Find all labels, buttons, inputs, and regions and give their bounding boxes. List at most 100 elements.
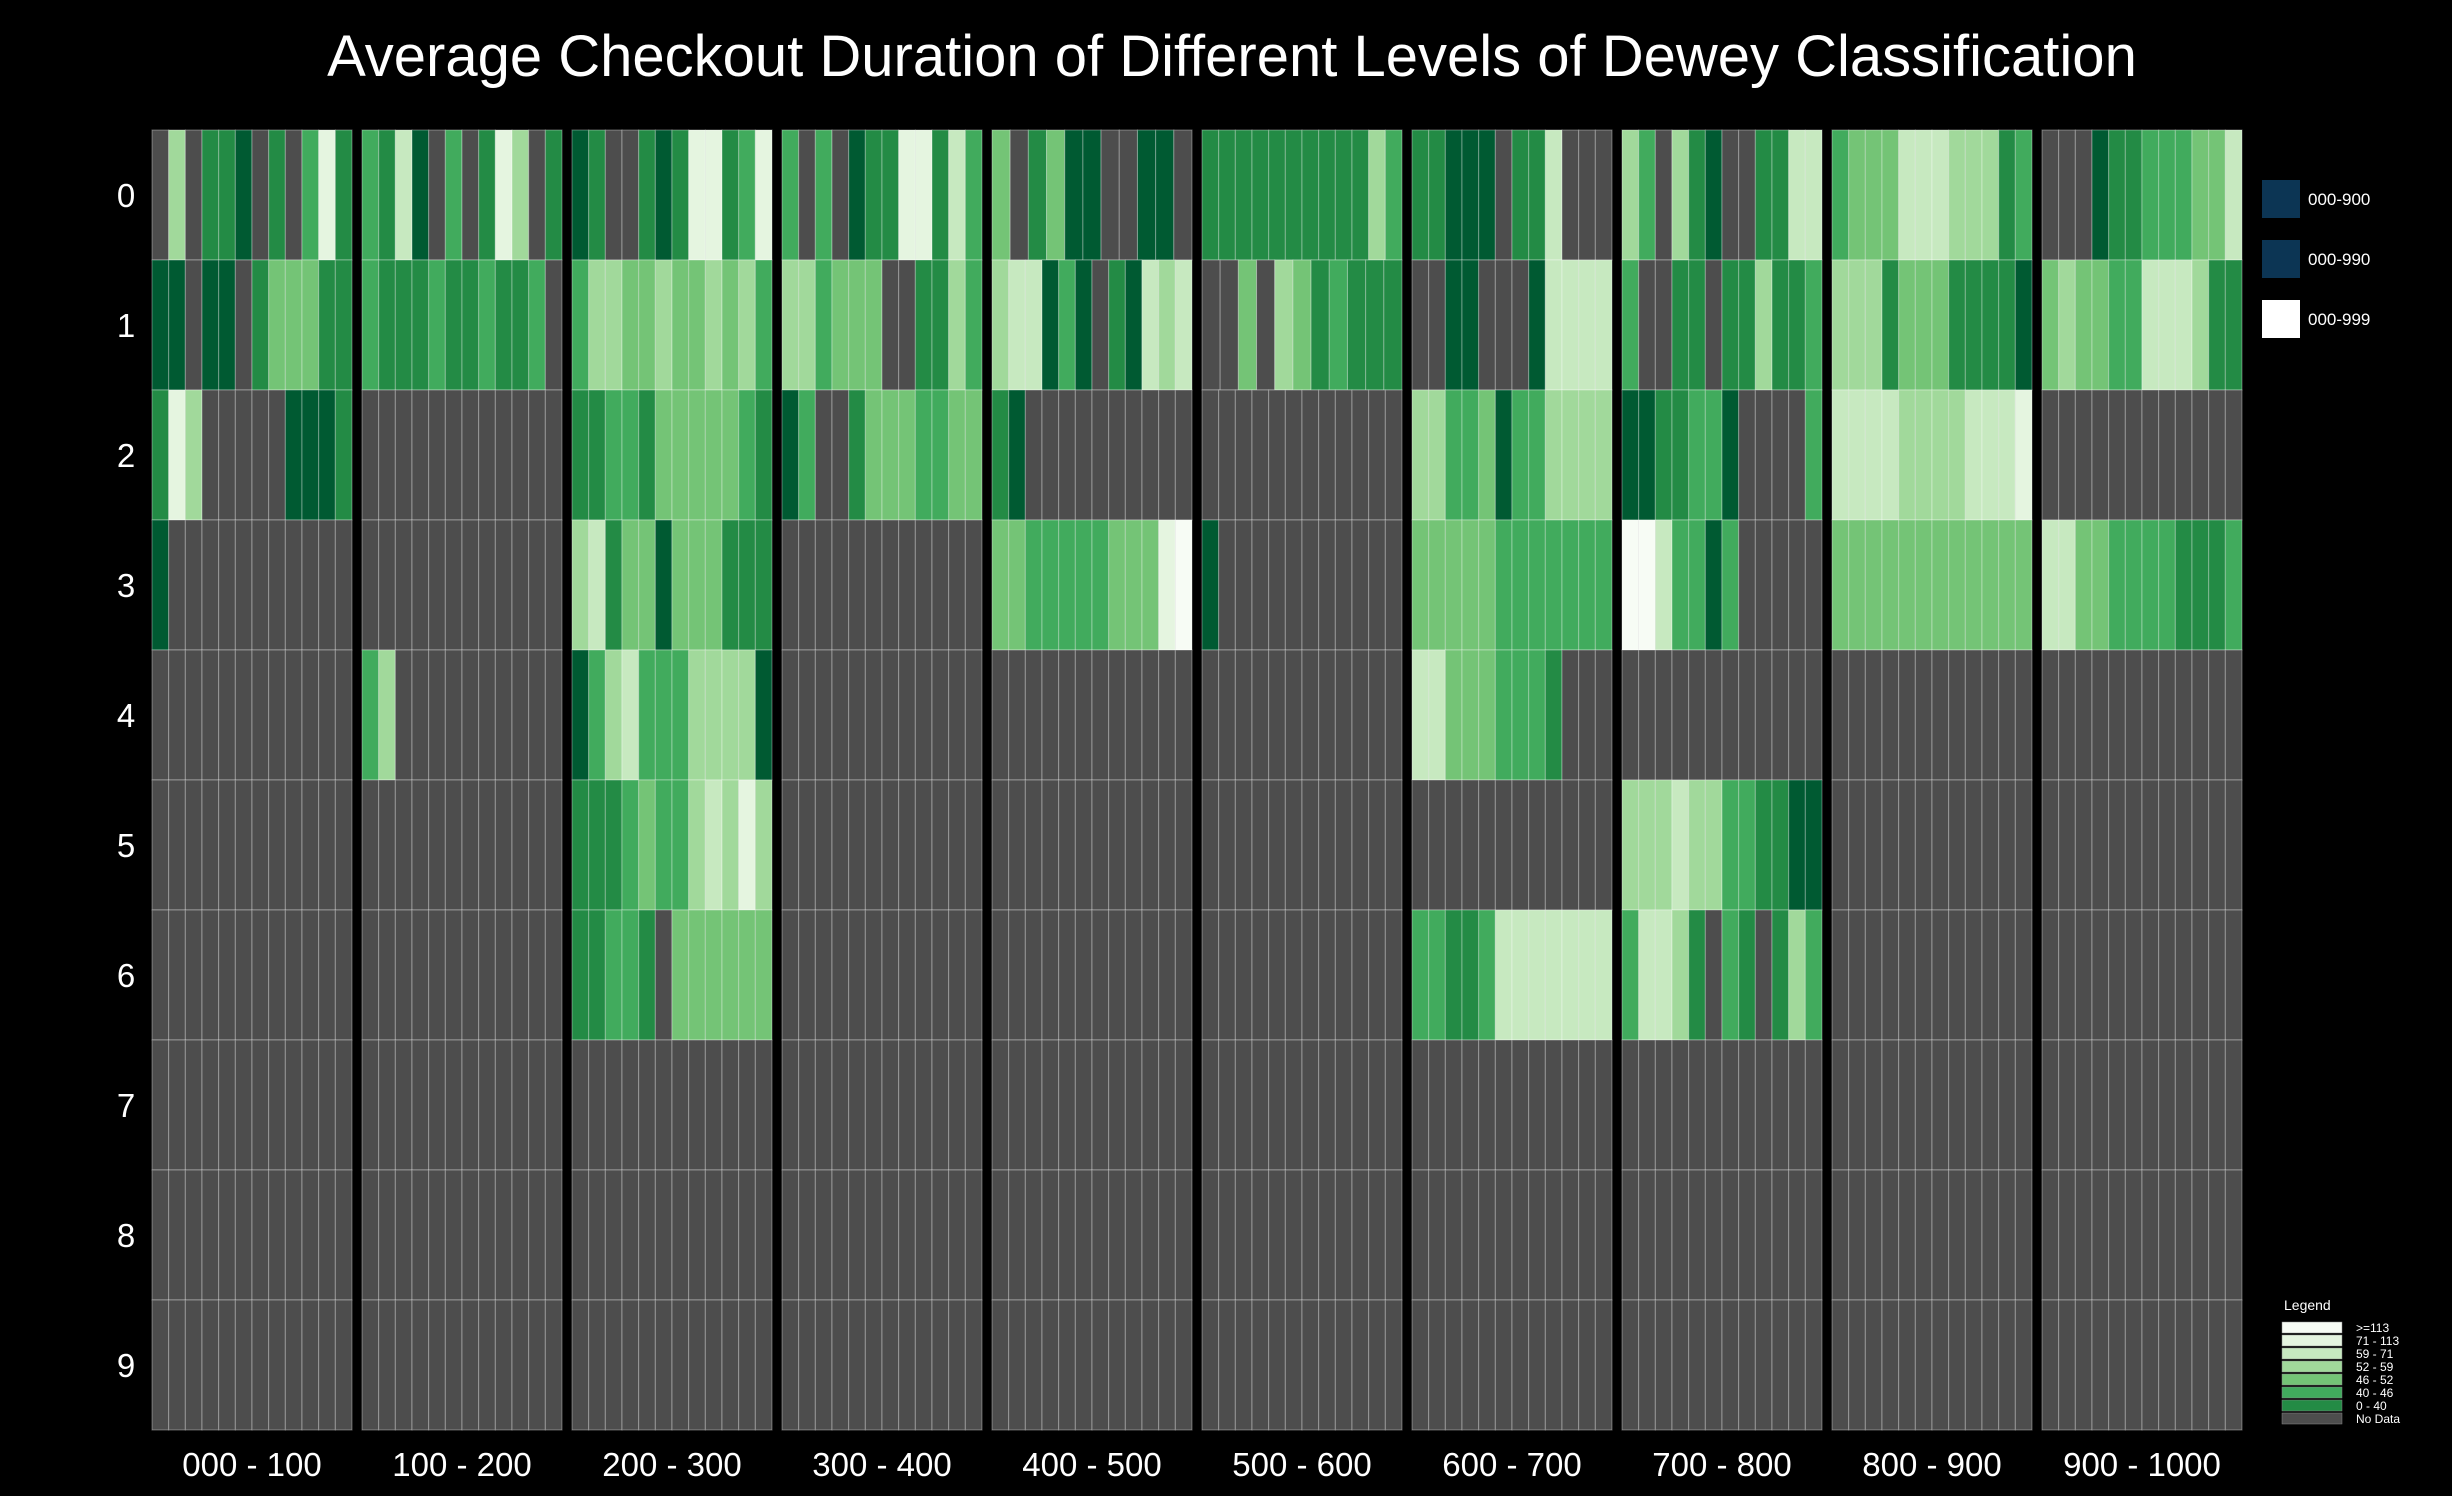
heatmap-cell [394,259,413,391]
heatmap-cell [2108,1039,2126,1171]
heatmap-cell [2124,389,2143,521]
heatmap-cell [2208,649,2226,781]
heatmap-cell [168,389,186,521]
heatmap-cell [1621,909,1640,1041]
heatmap-cell [1864,1299,1883,1431]
heatmap-cell [2224,389,2243,521]
heatmap-cell [781,389,800,521]
heatmap-cell [1218,909,1236,1041]
heatmap-cell [461,1169,480,1301]
heatmap-cell [1058,1169,1076,1301]
heatmap-cell [1738,1039,1756,1171]
heatmap-cell [318,649,336,781]
heatmap-cell [1234,129,1253,261]
heatmap-cell [2041,259,2060,391]
heatmap-cell [1721,1039,1740,1171]
heatmap-cell [1594,909,1613,1041]
heatmap-cell [1268,909,1286,1041]
column-labels: 000 - 100 100 - 200 200 - 300 300 - 400 400 … [182,1446,2221,1483]
heatmap-cell [1788,259,1806,391]
heatmap-cell [218,1039,236,1171]
heatmap-cell [428,259,446,391]
heatmap-cell [948,1039,966,1171]
heatmap-cell [1931,259,1950,391]
heatmap-cell [931,779,950,911]
heatmap-cell [991,1299,1010,1431]
heatmap-cell [2091,129,2110,261]
heatmap-cell [1914,519,1933,651]
heatmap-cell [478,779,496,911]
heatmap-cell [738,389,756,521]
heatmap-cell [1478,649,1496,781]
heatmap-cell [151,259,170,391]
heatmap-cell [2224,1039,2243,1171]
heatmap-cell [1738,129,1756,261]
column-label: 700 - 800 [1652,1446,1791,1483]
heatmap-cell [1848,649,1866,781]
heatmap-cell [881,519,900,651]
heatmap-cell [1511,1299,1530,1431]
heatmap-cell [284,1169,303,1301]
heatmap-cell [848,1169,866,1301]
heatmap-cell [1074,519,1093,651]
heatmap-cell [1578,649,1596,781]
heatmap-cell [571,1299,590,1431]
heatmap-cell [588,1169,606,1301]
heatmap-cell [1218,519,1236,651]
heatmap-cell [1108,1039,1126,1171]
heatmap-cell [1368,1169,1386,1301]
heatmap-cell [1688,519,1706,651]
heatmap-cell [528,649,546,781]
heatmap-cell [704,129,723,261]
heatmap-cell [621,1039,640,1171]
heatmap-cell [1621,1169,1640,1301]
heatmap-cell [1444,1299,1463,1431]
heatmap-cell [1444,1039,1463,1171]
heatmap-cell [2108,649,2126,781]
heatmap-cell [1898,779,1916,911]
heatmap-cell [864,389,883,521]
heatmap-cell [1964,1039,1983,1171]
heatmap-cell [1141,779,1160,911]
heatmap-cell [511,909,530,1041]
heatmap-cell [1688,129,1706,261]
heatmap-cell [1108,259,1126,391]
heatmap-cell [1881,909,1900,1041]
heatmap-cell [544,519,563,651]
heatmap-cell [588,779,606,911]
heatmap-cell [1704,519,1723,651]
heatmap-cell [604,1039,623,1171]
heatmap-cell [1578,519,1596,651]
heatmap-cell [1284,909,1303,1041]
heatmap-cell [1174,1039,1193,1171]
heatmap-cell [511,519,530,651]
heatmap-cell [671,519,690,651]
heatmap-cell [1284,129,1303,261]
heatmap-cell [1881,519,1900,651]
heatmap-cell [1578,389,1596,521]
heatmap-cell [1848,1299,1866,1431]
heatmap-cell [798,1169,816,1301]
heatmap-cell [1024,519,1043,651]
heatmap-cell [1528,519,1546,651]
heatmap-cell [301,649,320,781]
row-label: 7 [117,1087,135,1124]
key-swatch [2262,300,2300,338]
heatmap-cell [318,1039,336,1171]
heatmap-cell [1058,519,1076,651]
heatmap-cell [848,129,866,261]
heatmap-cell [1671,389,1690,521]
heatmap-cell [251,129,270,261]
heatmap-cell [378,259,396,391]
heatmap-cell [1091,519,1110,651]
heatmap-cell [814,779,833,911]
heatmap-cell [1155,129,1175,261]
heatmap-cell [1561,1039,1580,1171]
heatmap-cell [318,909,336,1041]
heatmap-cell [1561,909,1580,1041]
heatmap-cell [688,519,706,651]
heatmap-cell [2158,649,2176,781]
heatmap-cell [2074,1169,2093,1301]
heatmap-cell [1041,779,1060,911]
heatmap-cell [671,1299,690,1431]
